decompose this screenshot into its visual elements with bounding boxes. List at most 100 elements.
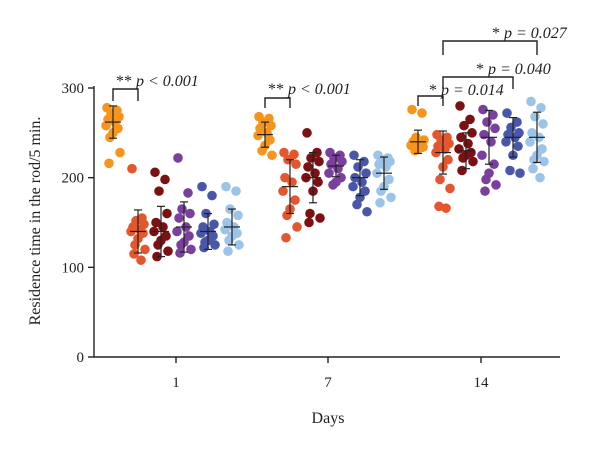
- y-tick-label: 200: [62, 171, 85, 187]
- data-point: [185, 208, 195, 219]
- significance-bracket: [264, 97, 291, 108]
- significance-bracket: [112, 88, 139, 101]
- data-point: [210, 240, 220, 250]
- data-point: [454, 144, 464, 154]
- data-point: [267, 150, 277, 161]
- data-point: [435, 174, 445, 185]
- data-point: [526, 96, 536, 107]
- x-tick-label: 1: [172, 375, 180, 391]
- data-point: [173, 153, 183, 163]
- data-point: [281, 232, 291, 243]
- data-point: [535, 172, 545, 183]
- data-point: [381, 162, 391, 172]
- data-point: [324, 168, 334, 178]
- data-point: [287, 177, 297, 187]
- data-point: [538, 119, 548, 129]
- data-point: [486, 137, 496, 147]
- data-point: [290, 195, 300, 205]
- data-point: [528, 163, 538, 174]
- y-tick-label: 0: [77, 350, 85, 366]
- data-point: [456, 132, 466, 143]
- p-value: p = 0.040: [487, 61, 551, 78]
- data-point: [150, 167, 160, 178]
- data-point: [457, 165, 467, 176]
- data-point: [101, 120, 111, 131]
- data-point: [158, 222, 168, 232]
- data-point: [333, 163, 343, 174]
- y-tick-label: 300: [62, 81, 85, 97]
- x-tick-label: 14: [474, 375, 490, 391]
- data-point: [136, 255, 146, 265]
- data-point: [501, 137, 511, 147]
- data-point: [539, 156, 549, 167]
- p-value: p < 0.001: [287, 81, 351, 98]
- data-point: [463, 138, 473, 149]
- data-point: [310, 168, 320, 178]
- data-point: [291, 159, 301, 170]
- data-point: [352, 199, 362, 210]
- data-point: [488, 110, 498, 120]
- data-point: [481, 174, 491, 185]
- data-point: [465, 114, 475, 125]
- significance-stars: *: [476, 61, 488, 78]
- data-point: [163, 246, 173, 256]
- data-point: [467, 128, 477, 138]
- data-point: [515, 168, 525, 178]
- error-bars: [105, 105, 545, 258]
- significance-bracket: [442, 40, 538, 55]
- data-point: [384, 174, 394, 185]
- significance-stars: **: [116, 73, 136, 90]
- data-point: [513, 141, 523, 152]
- data-point: [186, 244, 196, 255]
- y-tick-label: 100: [62, 260, 85, 276]
- data-point: [337, 156, 347, 167]
- significance-label: * p = 0.014: [429, 82, 504, 99]
- data-point: [266, 120, 276, 131]
- significance-stars: *: [492, 25, 504, 42]
- data-point: [459, 120, 469, 131]
- data-points: [101, 96, 549, 265]
- data-point: [348, 181, 358, 192]
- data-point: [375, 197, 385, 208]
- data-point: [140, 244, 150, 255]
- data-point: [127, 163, 137, 174]
- data-point: [417, 108, 427, 118]
- data-point: [482, 117, 492, 127]
- data-point: [302, 128, 312, 138]
- y-axis-title: Residence time in the rod/5 min.: [27, 117, 44, 326]
- significance-stars: *: [429, 82, 441, 99]
- data-point: [490, 123, 500, 134]
- data-point: [197, 181, 207, 192]
- data-point: [231, 186, 241, 196]
- data-point: [480, 186, 490, 196]
- data-point: [502, 108, 512, 118]
- data-point: [357, 177, 367, 187]
- significance-annotations: ** p < 0.001 ** p < 0.001 * p = 0.014* p =…: [112, 25, 568, 108]
- significance-bracket: [442, 76, 514, 89]
- data-point: [477, 150, 487, 161]
- data-point: [209, 219, 219, 230]
- data-point: [349, 150, 359, 161]
- data-point: [160, 174, 170, 185]
- data-point: [172, 226, 182, 237]
- p-value: p < 0.001: [135, 73, 199, 90]
- data-point: [129, 249, 139, 259]
- data-point: [386, 192, 396, 203]
- x-tick-label: 7: [324, 375, 332, 391]
- data-point: [505, 165, 515, 176]
- data-point: [154, 186, 164, 196]
- data-point: [353, 162, 363, 172]
- data-point: [257, 145, 267, 156]
- significance-label: * p = 0.027: [492, 25, 568, 42]
- data-point: [362, 206, 372, 217]
- data-point: [527, 128, 537, 138]
- significance-stars: **: [268, 81, 288, 98]
- data-point: [355, 192, 365, 203]
- significance-label: ** p < 0.001: [268, 81, 351, 98]
- data-point: [162, 208, 172, 219]
- data-point: [233, 210, 243, 221]
- data-point: [304, 217, 314, 228]
- significance-label: ** p < 0.001: [116, 73, 199, 90]
- data-point: [280, 172, 290, 183]
- data-point: [536, 102, 546, 113]
